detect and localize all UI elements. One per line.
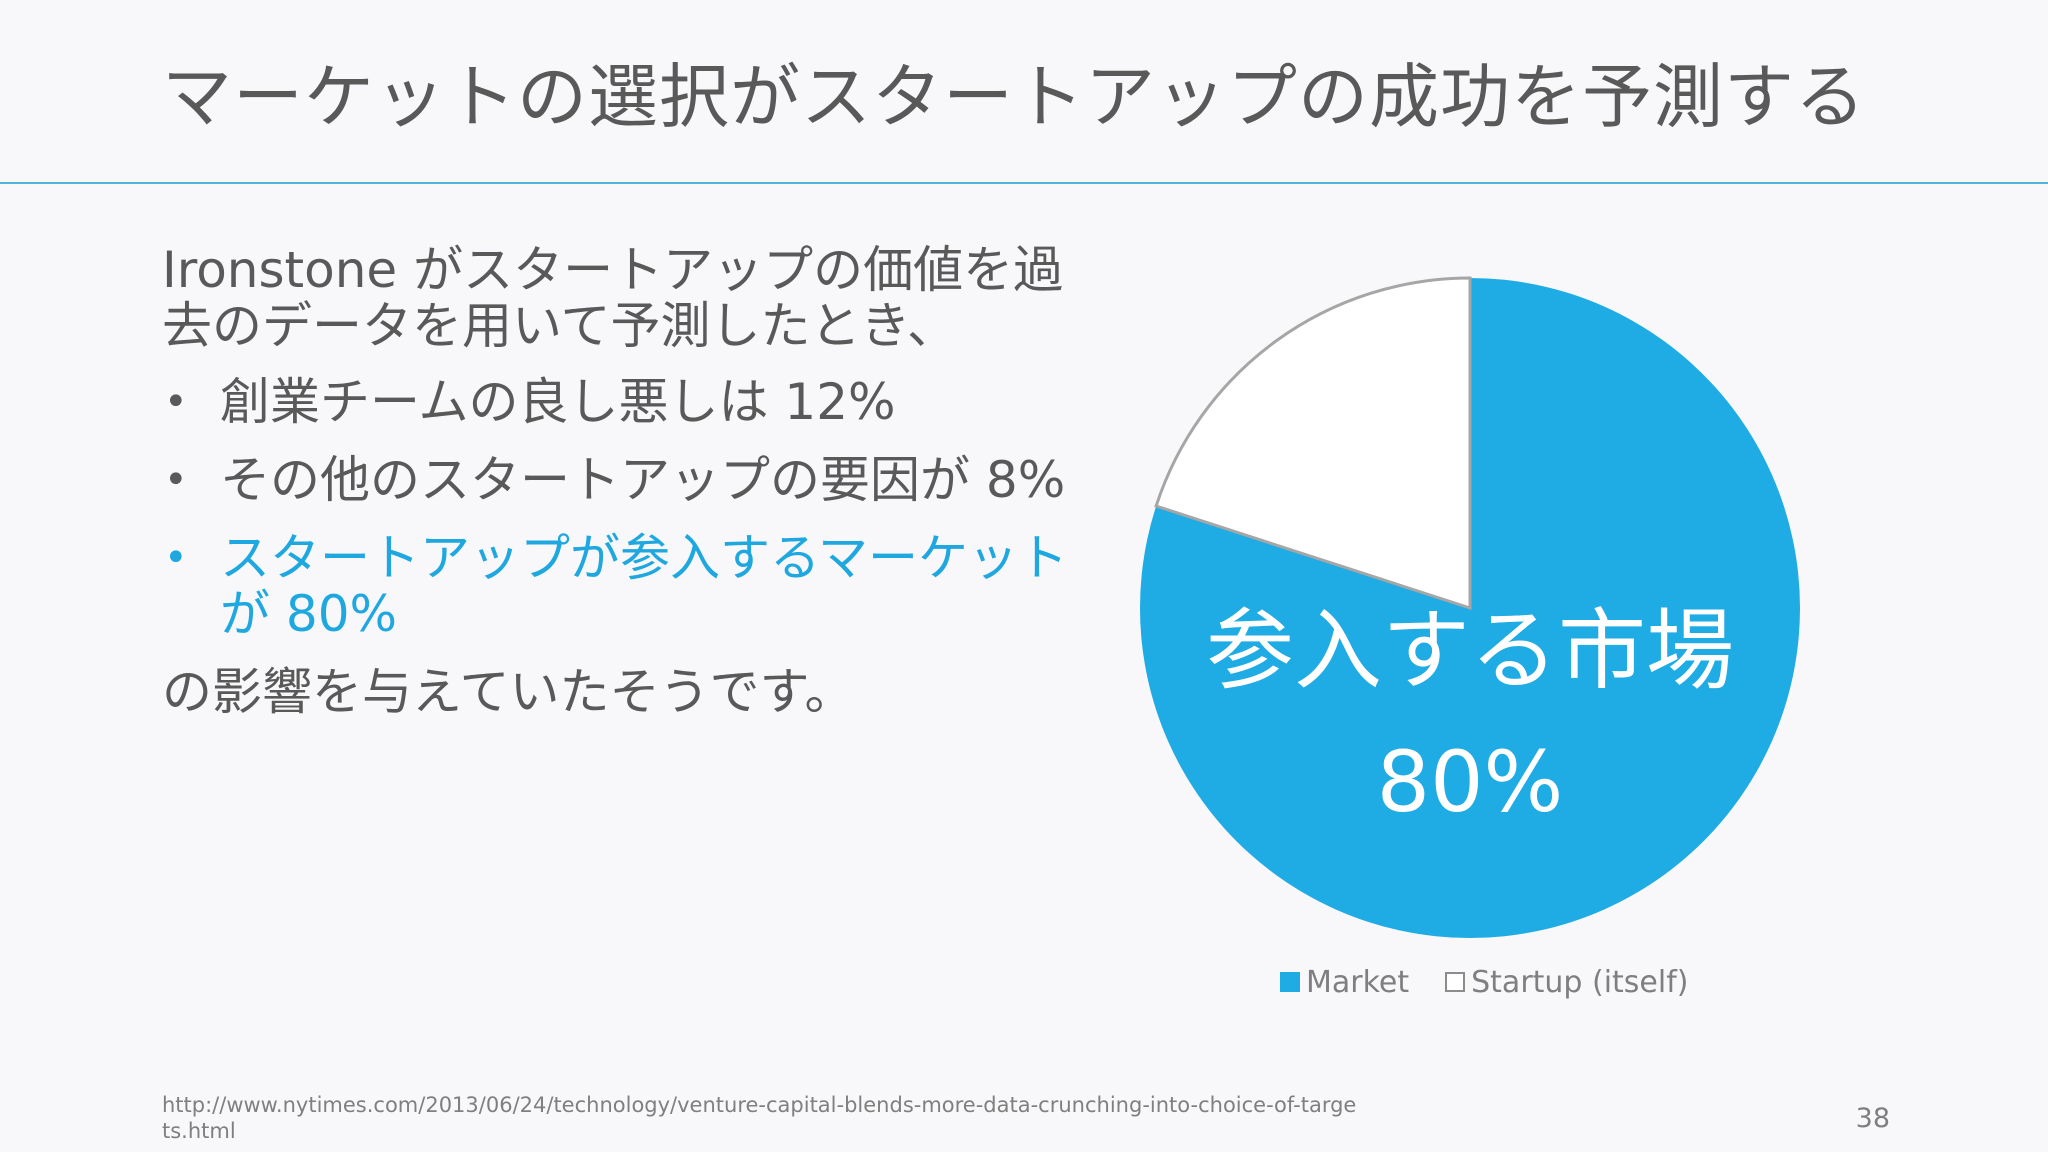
bullet-text: スタートアップが参入するマーケットが 80% — [220, 529, 1068, 643]
bullet-item-market: • スタートアップが参入するマーケットが 80% — [162, 530, 1102, 642]
pie-chart-svg: 参入する市場 80% — [1140, 276, 1800, 938]
bullet-text: その他のスタートアップの要因が 8% — [220, 451, 1066, 509]
slice-label-value: 80% — [1377, 733, 1564, 831]
source-link[interactable]: http://www.nytimes.com/2013/06/24/techno… — [162, 1093, 1357, 1143]
bullet-dot-icon: • — [164, 535, 188, 581]
pie-chart: 参入する市場 80% — [1120, 258, 1820, 958]
bullet-dot-icon: • — [164, 457, 188, 503]
pie-slice-startup-itself — [1154, 276, 1472, 611]
page-number: 38 — [1855, 1103, 1890, 1134]
legend-swatch-startup-icon — [1445, 972, 1466, 992]
bullet-item-other: • その他のスタートアップの要因が 8% — [162, 452, 1102, 508]
legend-swatch-market-icon — [1280, 972, 1300, 992]
legend-item-startup: Startup (itself) — [1445, 964, 1689, 1000]
title-divider — [0, 182, 2048, 184]
bullet-item-team: • 創業チームの良し悪しは 12% — [162, 374, 1102, 430]
bullet-text: 創業チームの良し悪しは 12% — [220, 373, 896, 431]
outro-text: の影響を与えていたそうです。 — [162, 663, 855, 721]
bullet-list: • 創業チームの良し悪しは 12% • その他のスタートアップの要因が 8% •… — [162, 374, 1102, 642]
intro-text: Ironstone がスタートアップの価値を過去のデータを用いて予測したとき、 — [162, 241, 1064, 355]
legend-label-startup: Startup (itself) — [1471, 964, 1689, 1000]
body-text: Ironstone がスタートアップの価値を過去のデータを用いて予測したとき、 … — [162, 242, 1102, 720]
slide-title: マーケットの選択がスタートアップの成功を予測する — [162, 56, 1866, 138]
legend-item-market: Market — [1280, 965, 1409, 1000]
bullet-dot-icon: • — [164, 379, 188, 425]
chart-legend: Market Startup (itself) — [1280, 962, 1689, 1002]
legend-label-market: Market — [1306, 964, 1410, 1000]
slice-label-title: 参入する市場 — [1206, 599, 1734, 702]
